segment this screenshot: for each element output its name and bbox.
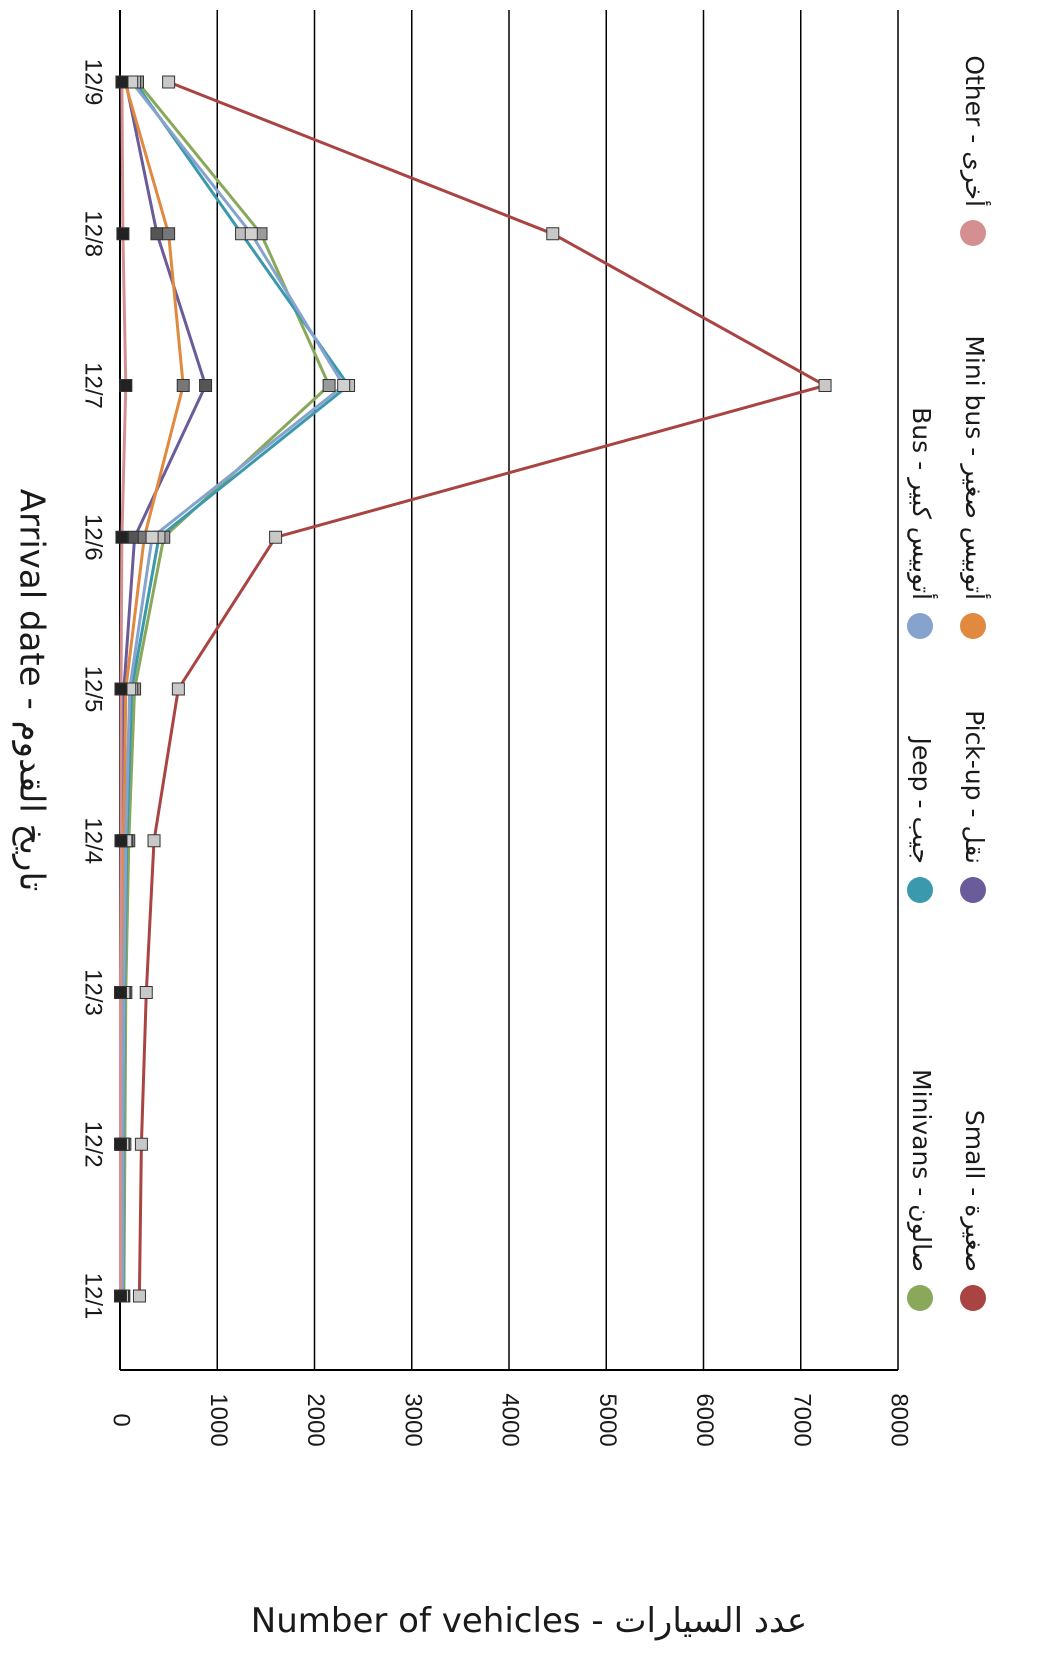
category-tick-label: 12/8 bbox=[80, 210, 107, 257]
data-point bbox=[113, 1137, 127, 1151]
data-point bbox=[145, 530, 159, 544]
legend-swatch bbox=[960, 613, 986, 639]
value-tick-label: 3000 bbox=[399, 1393, 426, 1446]
value-tick-label: 1000 bbox=[205, 1393, 232, 1446]
legend-label: Jeep - جيب bbox=[907, 736, 936, 864]
category-tick-label: 12/7 bbox=[80, 362, 107, 409]
legend-label: Minivans - صالون bbox=[907, 1069, 936, 1272]
legend-label: Bus - أتوبيس كبير bbox=[907, 407, 939, 600]
value-tick-label: 7000 bbox=[788, 1393, 815, 1446]
category-tick-label: 12/6 bbox=[80, 514, 107, 561]
data-point bbox=[139, 986, 153, 999]
markers bbox=[113, 75, 832, 1303]
series bbox=[119, 80, 827, 1297]
data-point bbox=[150, 227, 164, 241]
data-point bbox=[244, 227, 258, 241]
category-tick-label: 12/4 bbox=[80, 817, 107, 864]
value-tick-label: 0 bbox=[108, 1413, 135, 1426]
data-point bbox=[115, 530, 129, 544]
data-point bbox=[119, 379, 133, 392]
data-point bbox=[114, 834, 128, 848]
category-tick-label: 12/2 bbox=[80, 1121, 107, 1168]
series-line bbox=[122, 81, 331, 1297]
data-point bbox=[337, 379, 351, 392]
x-axis-title: Arrival date - تاريخ القدوم bbox=[12, 489, 52, 892]
legend-swatch bbox=[960, 877, 986, 903]
data-point bbox=[162, 75, 176, 89]
data-point bbox=[162, 227, 176, 241]
legend-swatch bbox=[960, 220, 986, 246]
data-point bbox=[147, 834, 161, 848]
data-point bbox=[132, 1289, 146, 1303]
value-tick-label: 8000 bbox=[886, 1393, 913, 1446]
data-point bbox=[818, 379, 832, 392]
category-tick-label: 12/1 bbox=[80, 1273, 107, 1320]
legend-label: Other - أخرى bbox=[960, 55, 992, 207]
series-line bbox=[137, 80, 827, 1297]
legend-label: Pick-up - نقل bbox=[960, 710, 989, 864]
data-point bbox=[199, 379, 213, 392]
value-tick-label: 6000 bbox=[691, 1393, 718, 1446]
data-point bbox=[171, 682, 185, 696]
value-tick-label: 2000 bbox=[302, 1393, 329, 1446]
value-tick-label: 4000 bbox=[497, 1393, 524, 1446]
legend: Small - صغيرة Minivans - صالون Pick-up - ن… bbox=[907, 55, 992, 1311]
category-tick-label: 12/9 bbox=[80, 59, 107, 106]
data-point bbox=[113, 986, 127, 999]
data-point bbox=[176, 379, 190, 392]
y-axis-title: Number of vehicles - عدد السيارات bbox=[251, 1601, 807, 1641]
value-tick-label: 5000 bbox=[594, 1393, 621, 1446]
data-point bbox=[114, 682, 128, 696]
legend-swatch bbox=[907, 877, 933, 903]
legend-swatch bbox=[907, 1285, 933, 1311]
legend-swatch bbox=[907, 613, 933, 639]
series-line bbox=[120, 81, 346, 1297]
data-point bbox=[134, 1137, 148, 1151]
data-point bbox=[113, 1289, 127, 1303]
category-tick-label: 12/3 bbox=[80, 969, 107, 1016]
data-point bbox=[269, 530, 283, 544]
category-tick-label: 12/5 bbox=[80, 666, 107, 713]
data-point bbox=[116, 227, 130, 241]
legend-label: Small - صغيرة bbox=[960, 1110, 989, 1272]
tick-labels: 0 1000 2000 3000 4000 5000 6000 7000 8000 12/1 12/… bbox=[80, 59, 913, 1447]
legend-label: Mini bus - أتوبيس صغير bbox=[960, 335, 992, 600]
data-point bbox=[546, 227, 560, 241]
legend-swatch bbox=[960, 1285, 986, 1311]
data-point bbox=[115, 75, 129, 89]
data-point bbox=[322, 379, 336, 392]
